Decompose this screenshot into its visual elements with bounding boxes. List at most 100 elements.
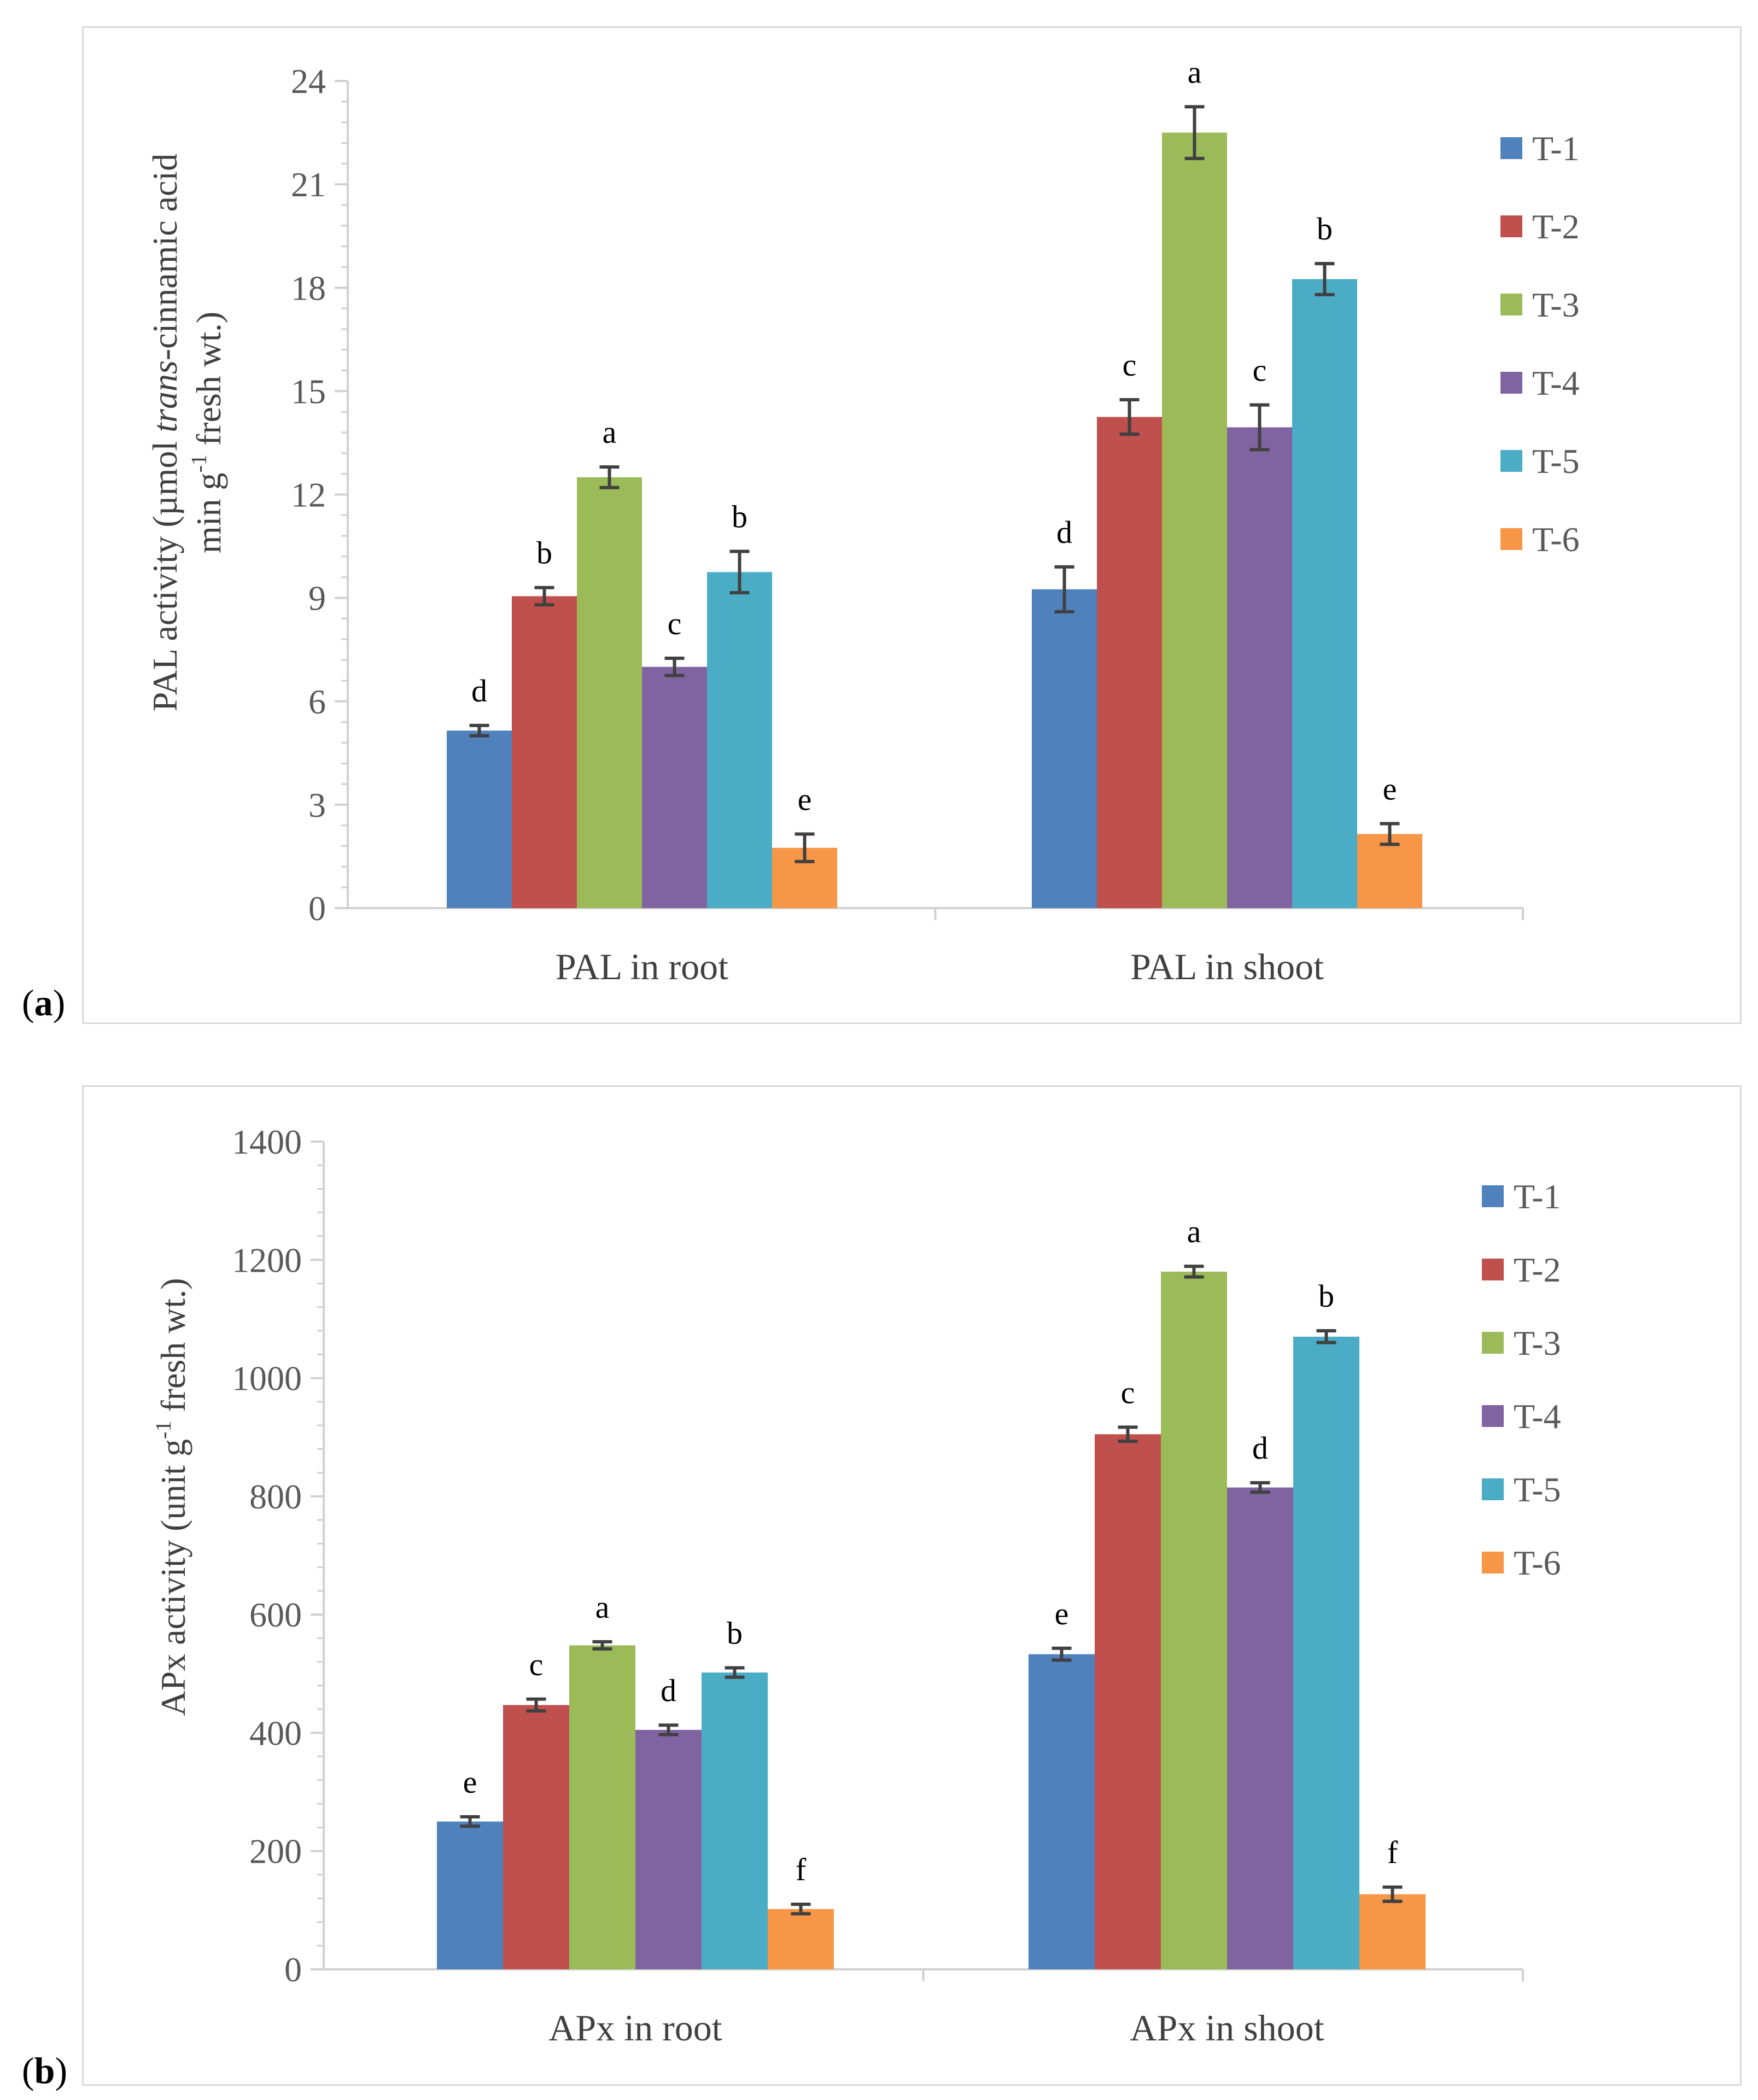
y-tick-label: 3	[308, 786, 326, 824]
legend-swatch-t-2	[1482, 1259, 1504, 1280]
bar-t-3	[1162, 132, 1227, 908]
panel-label-a: (a)	[22, 982, 66, 1023]
significance-letter: a	[603, 414, 617, 450]
y-tick-label: 400	[249, 1713, 302, 1752]
legend-label: T-3	[1514, 1324, 1561, 1362]
y-tick-label: 24	[291, 62, 326, 101]
y-axis-title: APx activity (unit g-1 fresh wt.)	[151, 1278, 192, 1716]
significance-letter: a	[1187, 1214, 1201, 1249]
chart-panel-a: 0 3 6 9 12 15 18 21 24 d b a c b e PAL in root d c a c b e PAL…	[82, 26, 1742, 1024]
bar-t-4	[635, 1730, 702, 1969]
x-category-label: PAL in shoot	[1130, 946, 1324, 987]
x-category-label: PAL in root	[556, 946, 728, 987]
significance-letter: b	[1318, 1278, 1334, 1314]
bar-t-5	[707, 572, 772, 908]
chart-b-svg: 0 200 400 600 800 1000 1200 1400 e c a d b f APx in ro…	[151, 1122, 1561, 2049]
legend-label: T-5	[1514, 1470, 1561, 1509]
legend-swatch-t-1	[1482, 1185, 1504, 1207]
y-axis-title-line1: APx activity (unit g-1 fresh wt.)	[151, 1278, 192, 1716]
significance-letter: b	[1317, 211, 1333, 247]
bar-t-6	[768, 1909, 834, 1969]
y-axis-title-line1: PAL activity (µmol trans-cinnamic acid	[145, 154, 184, 711]
chart-panel-b: 0 200 400 600 800 1000 1200 1400 e c a d b f APx in ro…	[82, 1085, 1742, 2086]
panel-label-b: (b)	[22, 2050, 68, 2091]
significance-letter: b	[727, 1615, 743, 1651]
bar-t-2	[1097, 417, 1162, 908]
legend-swatch-t-1	[1500, 137, 1522, 159]
significance-letter: d	[661, 1672, 676, 1708]
bar-t-5	[702, 1672, 768, 1969]
y-tick-label: 800	[249, 1477, 302, 1516]
y-axis-title: PAL activity (µmol trans-cinnamic acidmi…	[145, 154, 228, 711]
bar-t-6	[1357, 834, 1422, 908]
y-tick-label: 18	[291, 268, 326, 307]
significance-letter: e	[1055, 1596, 1069, 1631]
significance-letter: e	[798, 781, 812, 817]
legend-swatch-t-3	[1500, 294, 1522, 315]
bar-t-1	[1032, 589, 1097, 908]
y-tick-label: 600	[249, 1595, 302, 1634]
bar-t-6	[1359, 1894, 1426, 1969]
legend-label: T-3	[1532, 285, 1580, 324]
legend-label: T-4	[1532, 364, 1580, 402]
significance-letter: b	[536, 535, 552, 571]
bar-t-2	[503, 1705, 569, 1969]
y-axis-title-line2: min g-1 fresh wt.)	[186, 312, 228, 553]
bar-t-3	[1161, 1271, 1227, 1969]
significance-letter: c	[529, 1647, 544, 1682]
y-tick-label: 200	[249, 1832, 302, 1871]
bar-t-3	[569, 1645, 635, 1969]
legend-swatch-t-4	[1500, 372, 1522, 394]
y-tick-label: 9	[308, 579, 326, 618]
legend-label: T-6	[1514, 1543, 1561, 1582]
legend-swatch-t-5	[1482, 1478, 1504, 1500]
y-tick-label: 1200	[232, 1241, 302, 1279]
significance-letter: c	[1253, 353, 1267, 388]
significance-letter: c	[668, 606, 682, 641]
legend-swatch-t-6	[1500, 528, 1522, 550]
bar-t-4	[1227, 427, 1292, 908]
y-tick-label: 1400	[232, 1122, 302, 1161]
bar-t-2	[512, 596, 577, 908]
legend-label: T-4	[1514, 1397, 1561, 1436]
legend-swatch-t-3	[1482, 1332, 1504, 1354]
bar-t-1	[1029, 1654, 1095, 1969]
y-tick-label: 15	[291, 372, 326, 411]
x-category-label: APx in root	[548, 2007, 722, 2049]
significance-letter: a	[595, 1589, 610, 1625]
y-tick-label: 6	[308, 682, 326, 721]
y-tick-label: 0	[308, 889, 326, 928]
legend-swatch-t-4	[1482, 1405, 1504, 1427]
bar-t-4	[1227, 1487, 1293, 1969]
y-tick-label: 0	[284, 1950, 302, 1989]
legend-swatch-t-2	[1500, 215, 1522, 237]
x-category-label: APx in shoot	[1130, 2007, 1324, 2049]
y-tick-label: 1000	[232, 1359, 302, 1398]
significance-letter: c	[1123, 347, 1137, 383]
legend-label: T-1	[1514, 1177, 1561, 1216]
bar-t-1	[437, 1821, 503, 1969]
legend-label: T-6	[1532, 520, 1580, 559]
significance-letter: d	[1056, 514, 1072, 550]
significance-letter: a	[1188, 54, 1202, 90]
bar-t-4	[642, 666, 707, 908]
y-tick-label: 21	[291, 165, 326, 204]
legend-label: T-2	[1514, 1250, 1561, 1289]
significance-letter: f	[1387, 1835, 1398, 1870]
significance-letter: e	[1383, 771, 1397, 807]
chart-a-svg: 0 3 6 9 12 15 18 21 24 d b a c b e PAL in root d c a c b e PAL…	[145, 54, 1580, 987]
bar-t-3	[577, 477, 642, 908]
legend-swatch-t-5	[1500, 450, 1522, 472]
significance-letter: d	[471, 673, 487, 709]
bar-t-5	[1293, 1336, 1359, 1969]
legend-label: T-5	[1532, 442, 1580, 481]
significance-letter: f	[796, 1852, 807, 1887]
significance-letter: b	[732, 499, 747, 535]
y-tick-label: 12	[291, 476, 326, 514]
bar-t-2	[1095, 1434, 1161, 1969]
legend-label: T-2	[1532, 207, 1580, 246]
legend-label: T-1	[1532, 129, 1580, 168]
significance-letter: d	[1252, 1430, 1268, 1466]
significance-letter: c	[1121, 1374, 1135, 1410]
bar-t-5	[1292, 279, 1357, 908]
